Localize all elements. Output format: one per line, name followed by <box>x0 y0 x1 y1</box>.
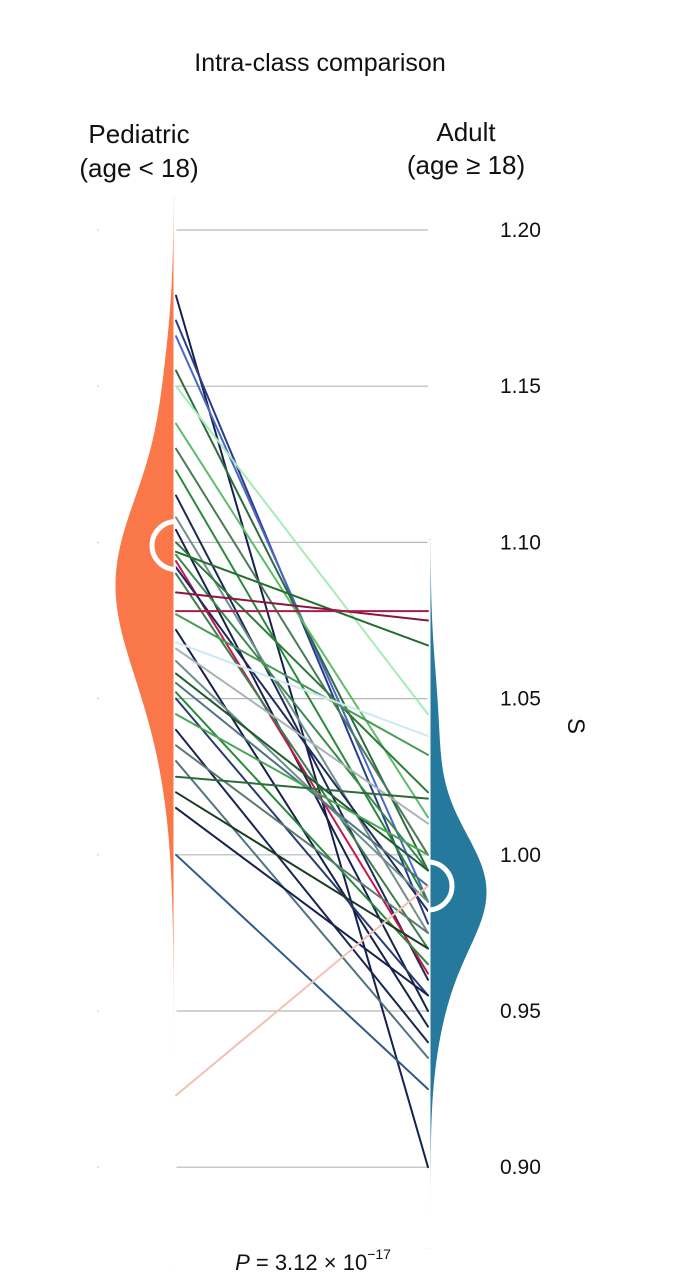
paired-line <box>175 806 429 997</box>
violins <box>115 198 487 1268</box>
gridlines <box>176 229 428 1168</box>
paired-line <box>175 541 429 794</box>
tick-dot <box>97 1166 99 1168</box>
y-axis-label: S <box>562 718 589 734</box>
tick-dot <box>97 1010 99 1012</box>
mean-markers <box>149 519 455 913</box>
paired-line <box>175 528 429 1012</box>
paired-line <box>175 885 429 1097</box>
y-tick-label: 1.05 <box>500 688 541 711</box>
paired-line <box>175 516 429 934</box>
paired-line <box>175 791 429 950</box>
paired-line <box>175 591 429 622</box>
tick-dot <box>97 541 99 544</box>
pediatric-violin <box>115 198 176 1268</box>
paired-line <box>175 744 429 934</box>
tick-dot <box>97 854 99 856</box>
paired-line <box>175 447 429 856</box>
pediatric-mean-marker <box>149 519 177 573</box>
adult-violin <box>428 539 487 1249</box>
tick-dot <box>97 385 99 388</box>
paired-line <box>175 560 429 975</box>
paired-line <box>175 672 429 872</box>
p-value-annotation: P = 3.12 × 10−17 <box>235 1246 391 1275</box>
p-symbol: P <box>235 1250 250 1275</box>
adult-sublabel: (age ≥ 18) <box>407 150 525 180</box>
pediatric-sublabel: (age < 18) <box>79 153 198 183</box>
paired-line <box>175 553 429 872</box>
y-tick-label: 1.00 <box>500 844 541 867</box>
paired-line <box>175 853 429 1091</box>
paired-line <box>175 550 429 647</box>
pediatric-label: Pediatric <box>88 119 189 149</box>
paired-line <box>175 572 429 950</box>
y-tick-labels: 1.20 1.15 1.10 1.05 1.00 0.95 0.90 <box>500 219 541 1179</box>
chart-title: Intra-class comparison <box>194 49 445 77</box>
paired-line <box>175 697 429 997</box>
y-tick-label: 0.90 <box>500 1156 541 1179</box>
tick-dot <box>97 229 99 231</box>
paired-line <box>175 713 429 856</box>
y-tick-label: 1.15 <box>500 375 541 398</box>
paired-line <box>175 775 429 800</box>
paired-line <box>175 566 429 913</box>
paired-lines <box>175 294 429 1169</box>
tick-dot <box>97 697 99 700</box>
p-value-exponent: −17 <box>367 1246 391 1262</box>
paired-line <box>175 641 429 738</box>
y-tick-label: 0.95 <box>500 1000 541 1023</box>
paired-line <box>175 660 429 903</box>
paired-line <box>175 294 429 1169</box>
paired-line <box>175 728 429 1044</box>
p-value-text: = 3.12 × 10 <box>250 1250 367 1275</box>
adult-label: Adult <box>436 117 496 147</box>
tick-dots <box>97 229 99 1168</box>
y-tick-label: 1.20 <box>500 219 541 242</box>
paired-line <box>175 385 429 716</box>
y-tick-label: 1.10 <box>500 531 541 554</box>
paired-line <box>175 613 429 756</box>
paired-line <box>175 760 429 1059</box>
paired-line <box>175 469 429 903</box>
adult-mean-marker <box>427 859 455 913</box>
